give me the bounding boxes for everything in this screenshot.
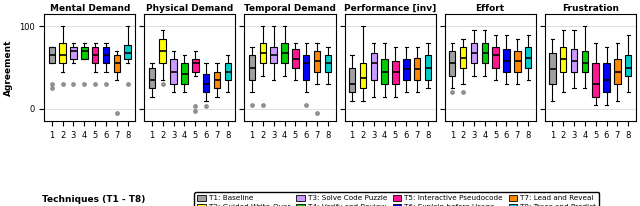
PathPatch shape [324,55,331,72]
PathPatch shape [549,53,556,84]
PathPatch shape [360,63,366,88]
PathPatch shape [514,51,520,72]
Title: Mental Demand: Mental Demand [49,4,130,13]
PathPatch shape [49,47,55,63]
PathPatch shape [60,43,66,63]
PathPatch shape [81,47,88,59]
PathPatch shape [349,68,355,92]
PathPatch shape [392,61,399,84]
PathPatch shape [260,43,266,63]
PathPatch shape [113,55,120,72]
Y-axis label: Agreement: Agreement [4,39,13,96]
PathPatch shape [249,55,255,80]
PathPatch shape [525,47,531,68]
PathPatch shape [625,55,632,76]
PathPatch shape [604,63,610,92]
PathPatch shape [292,49,299,68]
PathPatch shape [449,51,456,76]
PathPatch shape [571,49,577,72]
PathPatch shape [192,59,198,72]
PathPatch shape [303,55,310,80]
PathPatch shape [371,53,377,80]
PathPatch shape [503,49,509,72]
PathPatch shape [481,43,488,63]
PathPatch shape [124,44,131,59]
Legend: T1: Baseline, T2: Guided Write-Over, T3: Solve Code Puzzle, T4: Verify and Revie: T1: Baseline, T2: Guided Write-Over, T3:… [195,192,599,206]
PathPatch shape [225,63,231,80]
PathPatch shape [614,59,621,84]
PathPatch shape [414,58,420,80]
PathPatch shape [181,63,188,84]
PathPatch shape [271,47,277,63]
PathPatch shape [593,63,599,97]
PathPatch shape [560,47,566,72]
PathPatch shape [282,43,288,63]
Title: Temporal Demand: Temporal Demand [244,4,336,13]
PathPatch shape [214,72,220,88]
PathPatch shape [159,39,166,63]
Title: Effort: Effort [476,4,505,13]
PathPatch shape [460,47,467,68]
PathPatch shape [582,51,588,72]
Title: Physical Demand: Physical Demand [146,4,234,13]
Title: Frustration: Frustration [562,4,619,13]
PathPatch shape [148,68,155,88]
PathPatch shape [170,59,177,84]
PathPatch shape [314,51,320,72]
PathPatch shape [425,55,431,80]
PathPatch shape [203,74,209,92]
Title: Performance [inv]: Performance [inv] [344,4,436,13]
PathPatch shape [92,47,99,63]
PathPatch shape [470,43,477,63]
PathPatch shape [103,47,109,63]
PathPatch shape [403,59,410,80]
PathPatch shape [492,47,499,68]
PathPatch shape [381,59,388,84]
PathPatch shape [70,47,77,59]
Text: Techniques (T1 - T8): Techniques (T1 - T8) [42,195,145,204]
